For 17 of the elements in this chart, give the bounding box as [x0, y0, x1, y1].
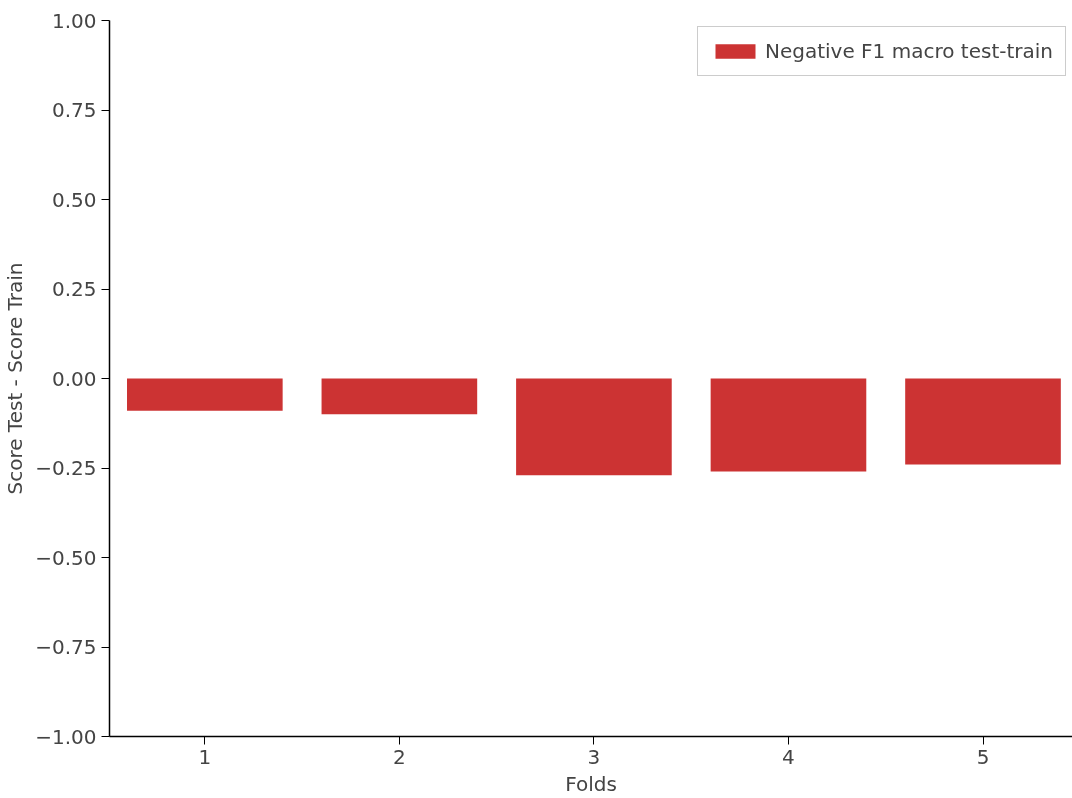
- x-tick-label: 2: [393, 744, 406, 769]
- y-tick-label: 1.00: [51, 8, 97, 33]
- legend-label: Negative F1 macro test-train: [765, 39, 1053, 63]
- x-tick-label: 3: [587, 744, 601, 769]
- y-tick-label: −0.75: [35, 635, 97, 659]
- y-tick-label: −1.00: [35, 724, 97, 749]
- y-tick-label: 0.25: [51, 277, 97, 301]
- x-tick-label: 1: [198, 744, 212, 769]
- x-tick-label: 4: [782, 744, 795, 769]
- x-tick-label: 5: [976, 744, 990, 769]
- y-tick-label: −0.25: [35, 456, 97, 480]
- y-tick-label: 0.50: [51, 187, 97, 212]
- y-tick-label: 0.00: [51, 366, 97, 391]
- y-tick-label: −0.50: [35, 545, 97, 570]
- y-axis-title: Score Test - Score Train: [3, 262, 28, 495]
- x-axis-title: Folds: [565, 771, 617, 796]
- y-tick-label: 0.75: [51, 98, 97, 122]
